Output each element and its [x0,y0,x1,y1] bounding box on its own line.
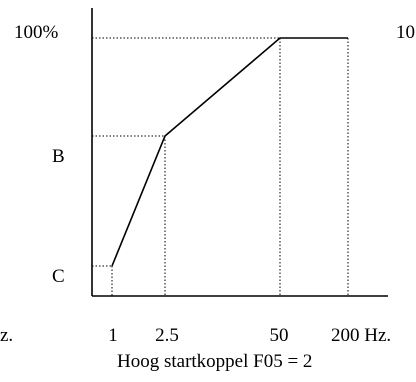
y-label-100-percent: 100% [14,22,59,43]
x-label-50: 50 [270,325,289,346]
right-edge-label: 10 [396,22,415,43]
x-label-200-hz: 200 Hz. [331,325,391,346]
y-label-c: C [52,266,65,287]
vf-curve [111,37,348,267]
left-edge-label: z. [0,325,13,346]
x-label-1: 1 [108,325,118,346]
x-label-2-5: 2.5 [155,325,179,346]
caption: Hoog startkoppel F05 = 2 [117,351,312,372]
y-label-b: B [52,146,65,167]
